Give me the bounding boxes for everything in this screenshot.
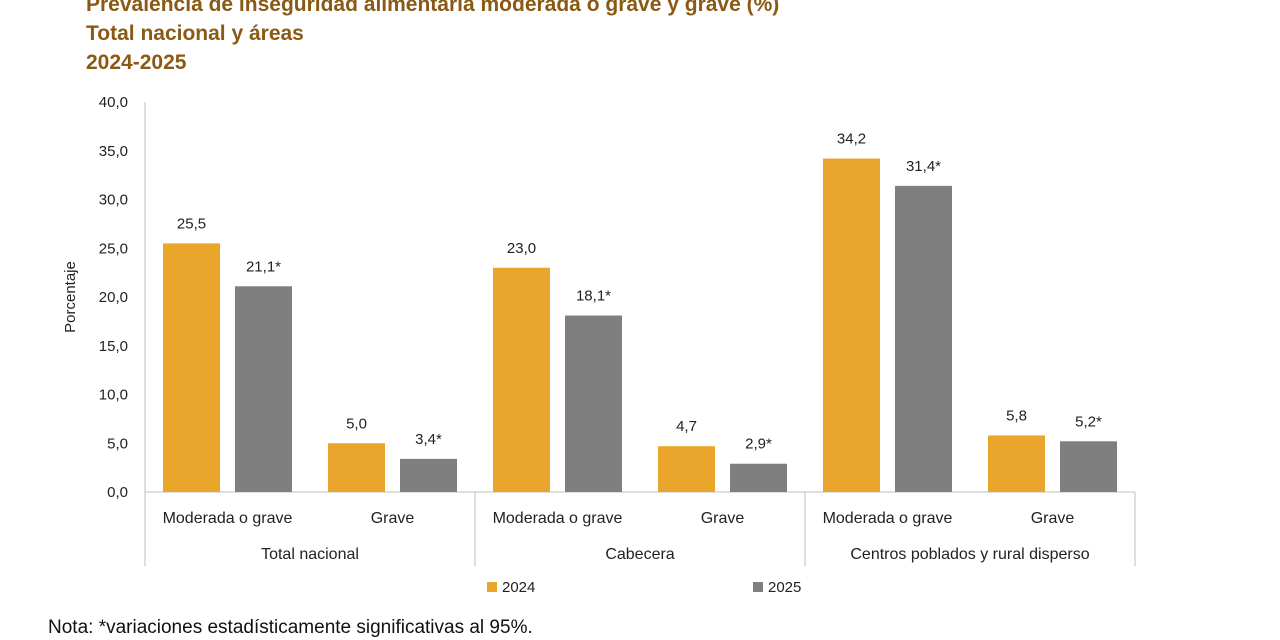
y-tick-label: 40,0 [99,94,128,111]
data-label: 5,2* [1075,413,1102,430]
footnote: Nota: *variaciones estadísticamente sign… [48,617,533,638]
bar-2025 [730,463,787,492]
y-tick-label: 35,0 [99,143,128,160]
bar-2024 [658,446,715,492]
y-tick-label: 0,0 [107,484,128,501]
bar-2024 [823,158,880,493]
data-label: 4,7 [676,418,697,435]
bar-2025 [895,185,952,492]
data-label: 23,0 [507,240,536,257]
category-label: Moderada o grave [163,510,293,527]
data-label: 21,1* [246,258,281,275]
category-label: Moderada o grave [823,510,953,527]
bar-2024 [163,243,220,492]
y-tick-label: 5,0 [107,435,128,452]
y-axis-title: Porcentaje [62,261,79,333]
bar-2025 [1060,441,1117,492]
data-label: 5,0 [346,415,367,432]
chart-period: 2024-2025 [86,51,187,74]
chart-title-block: Prevalencia de inseguridad alimentaria m… [86,0,779,77]
y-tick-label: 30,0 [99,192,128,209]
category-label: Moderada o grave [493,510,623,527]
legend-swatch-2024 [487,582,497,592]
category-label: Grave [701,510,745,527]
data-label: 2,9* [745,436,772,453]
data-label: 34,2 [837,131,866,148]
chart-subtitle: Total nacional y áreas [86,22,304,45]
y-tick-label: 20,0 [99,289,128,306]
group-label: Cabecera [605,546,674,563]
data-label: 18,1* [576,288,611,305]
bar-2025 [400,458,457,492]
data-label: 25,5 [177,215,206,232]
bar-2024 [493,267,550,492]
chart-title: Prevalencia de inseguridad alimentaria m… [86,0,780,16]
legend-swatch-2025 [753,582,763,592]
y-tick-label: 10,0 [99,387,128,404]
category-label: Grave [371,510,415,527]
y-tick-label: 15,0 [99,338,128,355]
bar-chart: 0,0 5,0 10,0 15,0 20,0 25,0 30,0 35,0 40,0 Porcen… [62,94,1136,596]
legend-label-2025: 2025 [768,579,801,596]
group-label: Centros poblados y rural disperso [850,546,1089,563]
bar-2025 [235,286,292,492]
y-tick-label: 25,0 [99,240,128,257]
bar-2024 [328,443,385,492]
bar-2025 [565,315,622,492]
group-label: Total nacional [261,546,359,563]
bar-2024 [988,435,1045,492]
category-label: Grave [1031,510,1075,527]
legend-label-2024: 2024 [502,579,535,596]
data-label: 3,4* [415,431,442,448]
data-label: 31,4* [906,158,941,175]
data-label: 5,8 [1006,407,1027,424]
